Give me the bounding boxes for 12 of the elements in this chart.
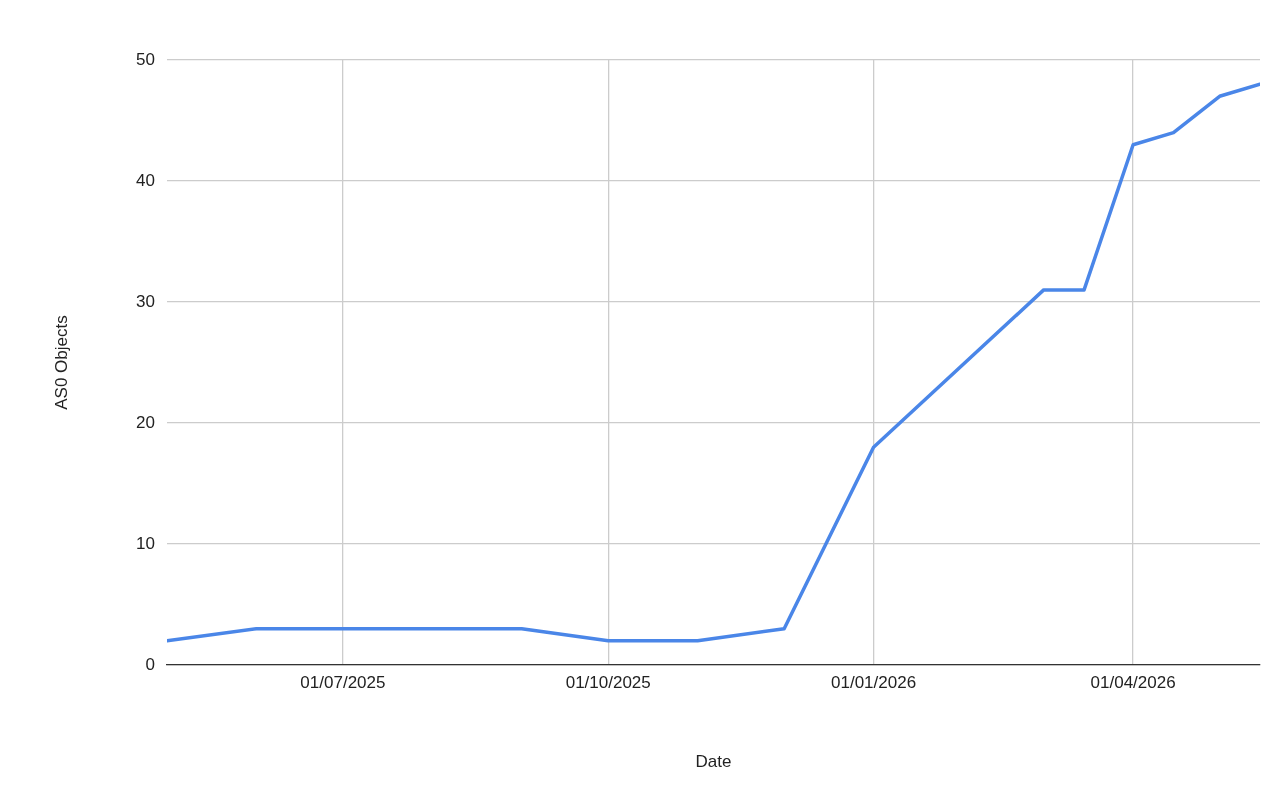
- y-tick-label: 20: [136, 412, 155, 432]
- y-tick-label: 40: [136, 170, 155, 190]
- y-tick-label: 10: [136, 533, 155, 553]
- x-tick-label: 01/10/2025: [565, 672, 651, 692]
- y-axis-title: AS0 Objects: [51, 315, 71, 410]
- y-tick-label: 30: [136, 291, 155, 311]
- x-axis-title: Date: [695, 752, 732, 772]
- x-tick-label: 01/07/2025: [300, 672, 386, 692]
- y-tick-label: 50: [136, 49, 155, 69]
- x-tick-label: 01/04/2026: [1090, 672, 1176, 692]
- y-tick-label: 0: [145, 654, 155, 674]
- x-tick-label: 01/01/2026: [831, 672, 917, 692]
